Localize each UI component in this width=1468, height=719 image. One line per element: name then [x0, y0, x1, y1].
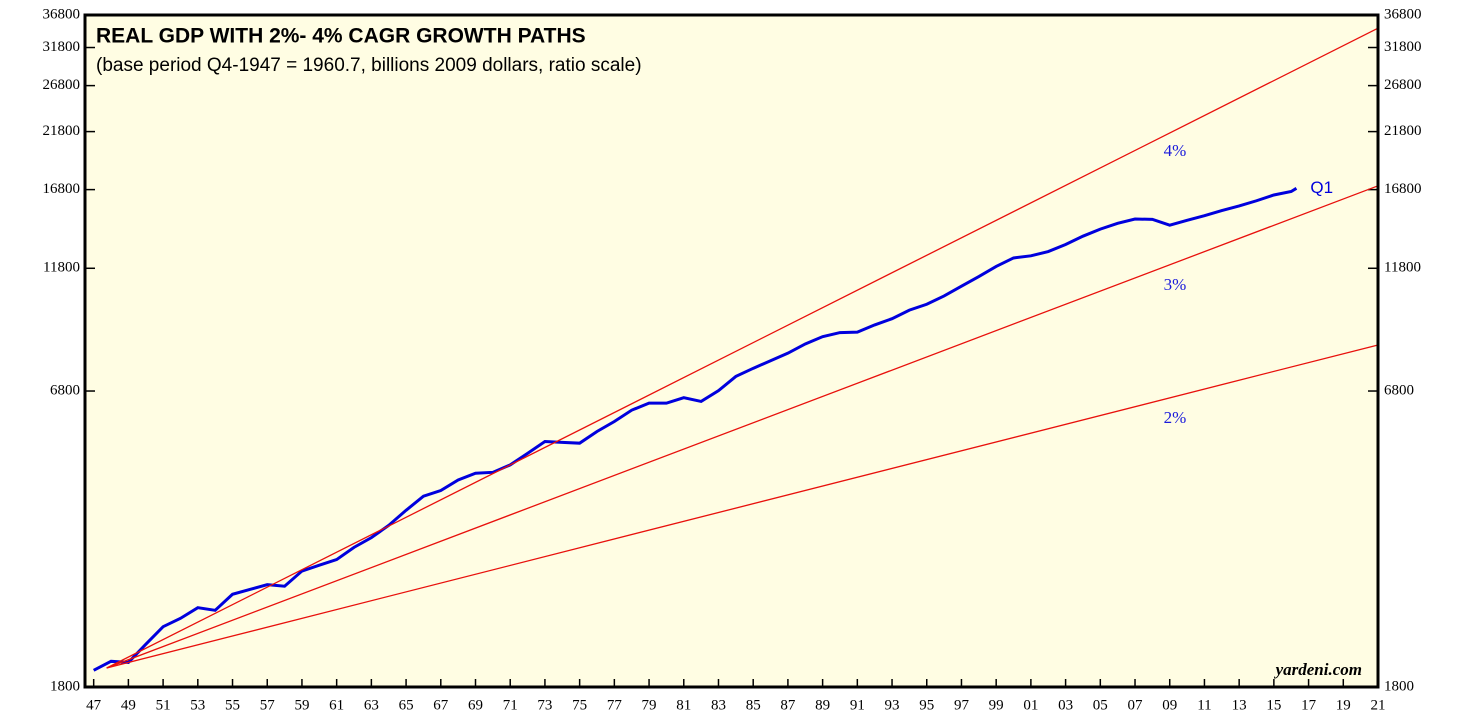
- plot-area: [85, 15, 1378, 687]
- line: [106, 185, 1379, 669]
- x-tick-label: 51: [156, 697, 171, 713]
- x-tick-label: 53: [190, 697, 205, 713]
- x-tick-label: 15: [1266, 697, 1281, 713]
- y2-tick-label: 16800: [1384, 181, 1422, 197]
- y-tick-label: 36800: [43, 6, 81, 22]
- plot-border: [83, 13, 1380, 689]
- series-label: 4%: [1164, 141, 1187, 160]
- x-tick-label: 81: [676, 697, 691, 713]
- series-label: 3%: [1164, 275, 1187, 294]
- source: yardeni.com: [1274, 660, 1362, 679]
- line: [92, 187, 1298, 672]
- y2-tick-label: 26800: [1384, 77, 1422, 93]
- x-tick-label: 05: [1093, 697, 1108, 713]
- line: [106, 344, 1379, 669]
- x-tick-label: 75: [572, 697, 587, 713]
- x-tick-label: 97: [954, 697, 970, 713]
- x-tick-label: 71: [503, 697, 518, 713]
- y2-tick-label: 21800: [1384, 123, 1422, 139]
- end-label: Q1: [1310, 178, 1333, 197]
- x-tick-label: 69: [468, 697, 483, 713]
- x-tick-label: 21: [1371, 697, 1386, 713]
- x-tick-label: 07: [1128, 697, 1144, 713]
- x-tick-label: 19: [1336, 697, 1351, 713]
- x-tick-label: 13: [1232, 697, 1247, 713]
- y2-tick-label: 6800: [1384, 382, 1414, 398]
- x-tick-label: 59: [294, 697, 309, 713]
- x-tick-label: 47: [86, 697, 102, 713]
- line: [106, 27, 1379, 669]
- y-tick-label: 31800: [43, 39, 81, 55]
- y2-tick-label: 1800: [1384, 678, 1414, 694]
- x-tick-label: 61: [329, 697, 344, 713]
- x-tick-label: 03: [1058, 697, 1073, 713]
- x-tick-label: 83: [711, 697, 726, 713]
- x-tick-label: 85: [746, 697, 761, 713]
- chart-subtitle: (base period Q4-1947 = 1960.7, billions …: [96, 55, 642, 76]
- y2-tick-label: 36800: [1384, 6, 1422, 22]
- y-tick-label: 21800: [43, 123, 81, 139]
- x-tick-label: 73: [537, 697, 552, 713]
- x-tick-label: 91: [850, 697, 865, 713]
- x-tick-label: 87: [780, 697, 796, 713]
- x-tick-label: 57: [260, 697, 276, 713]
- y-tick-label: 6800: [50, 382, 80, 398]
- x-tick-label: 17: [1301, 697, 1317, 713]
- x-tick-label: 89: [815, 697, 830, 713]
- x-tick-label: 01: [1023, 697, 1038, 713]
- x-tick-label: 99: [989, 697, 1004, 713]
- x-tick-label: 93: [885, 697, 900, 713]
- x-tick-label: 09: [1162, 697, 1177, 713]
- y-tick-label: 1800: [50, 678, 80, 694]
- y2-tick-label: 11800: [1384, 260, 1421, 276]
- x-tick-label: 55: [225, 697, 240, 713]
- x-tick-label: 49: [121, 697, 136, 713]
- x-tick-label: 11: [1197, 697, 1211, 713]
- x-tick-label: 65: [399, 697, 414, 713]
- y2-tick-label: 31800: [1384, 39, 1422, 55]
- x-tick-label: 95: [919, 697, 934, 713]
- y-tick-label: 26800: [43, 77, 81, 93]
- x-tick-label: 63: [364, 697, 379, 713]
- chart-title: REAL GDP WITH 2%- 4% CAGR GROWTH PATHS: [96, 25, 586, 48]
- x-tick-label: 67: [433, 697, 449, 713]
- x-tick-label: 77: [607, 697, 623, 713]
- x-tick-label: 79: [642, 697, 657, 713]
- series-label: 2%: [1164, 408, 1187, 427]
- y-tick-label: 11800: [43, 260, 80, 276]
- y-tick-label: 16800: [43, 181, 81, 197]
